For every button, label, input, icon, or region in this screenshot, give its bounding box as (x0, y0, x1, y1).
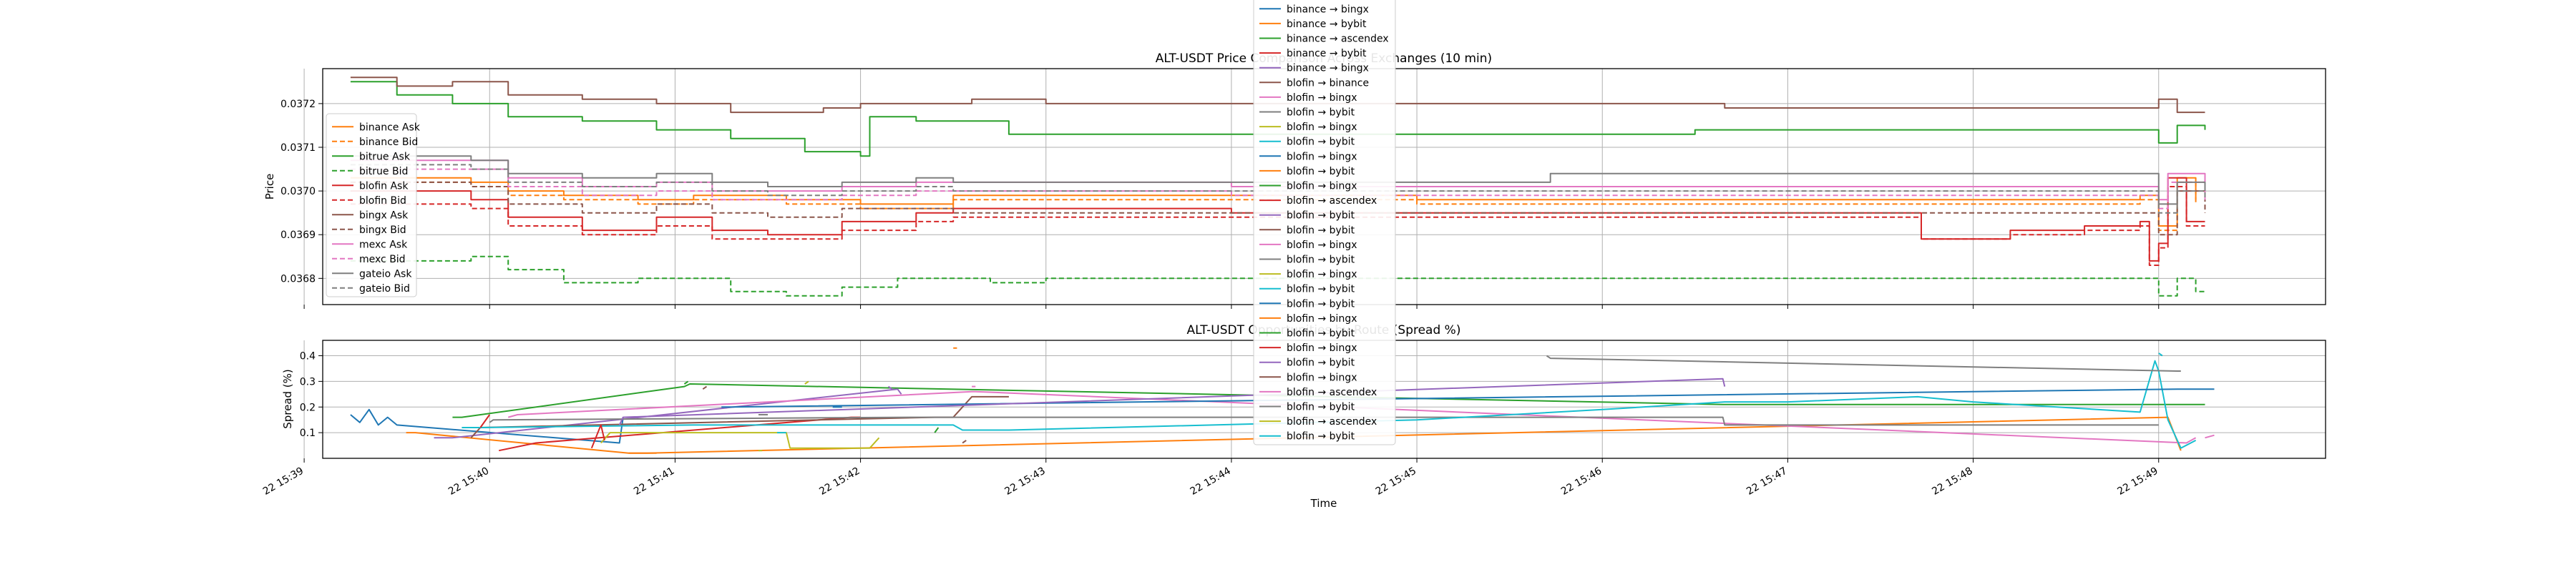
series-line-binance-bid (350, 181, 2197, 232)
series-line-bingx-ask (350, 77, 2205, 114)
series-line-blofin-bingx (962, 440, 967, 444)
y-tick-label: 0.0372 (280, 99, 316, 110)
legend-label-blofin-bybit: blofin → bybit (1287, 166, 1355, 177)
legend-label-bingx-ask: bingx Ask (359, 209, 409, 221)
legend-label-blofin-bingx: blofin → bingx (1287, 181, 1357, 192)
legend-label-blofin-bingx: blofin → bingx (1287, 151, 1357, 162)
legend-label-blofin-bybit: blofin → bybit (1287, 137, 1355, 148)
series-line-blofin-bybit (1546, 355, 2181, 372)
legend-label-bingx-bid: bingx Bid (359, 225, 406, 236)
series-line-blofin-bingx (721, 388, 2215, 408)
legend-label-blofin-ascendex: blofin → ascendex (1287, 387, 1377, 398)
legend-label-blofin-bingx: blofin → bingx (1287, 92, 1357, 104)
legend-label-gateio-ask: gateio Ask (359, 268, 412, 280)
legend-label-blofin-ascendex: blofin → ascendex (1287, 416, 1377, 428)
spread-chart-y-ticks: 0.1 0.2 0.3 0.4 (300, 351, 323, 439)
legend-label-binance-bybit: binance → bybit (1287, 48, 1367, 59)
y-tick-label: 0.1 (300, 428, 316, 439)
series-line-blofin-bybit (618, 378, 1726, 425)
legend-label-blofin-bybit: blofin → bybit (1287, 298, 1355, 310)
series-line-mexc-bid (350, 168, 2206, 209)
legend-label-blofin-bybit: blofin → bybit (1287, 225, 1355, 236)
series-line-blofin-bingx (804, 380, 809, 385)
legend-label-blofin-bybit: blofin → bybit (1287, 402, 1355, 413)
legend-label-blofin-bingx: blofin → bingx (1287, 269, 1357, 280)
y-tick-label: 0.4 (300, 351, 316, 363)
price-chart-series (350, 77, 2206, 297)
y-tick-label: 0.3 (300, 376, 316, 388)
legend-label-binance-bid: binance Bid (359, 137, 418, 148)
series-line-bitrue-bid (350, 255, 2205, 297)
legend-label-blofin-ask: blofin Ask (359, 180, 409, 192)
legend-label-blofin-binance: blofin → binance (1287, 77, 1369, 89)
legend-label-blofin-bybit: blofin → bybit (1287, 431, 1355, 443)
legend-label-blofin-bybit: blofin → bybit (1287, 284, 1355, 295)
spread-chart-legend: binance → bingx binance → bybit binance → … (1253, 0, 1396, 445)
series-line-blofin-ascendex (590, 424, 605, 449)
series-line-binance-ascendex (452, 383, 2205, 418)
spread-legend-box (1253, 0, 1396, 445)
legend-label-binance-bingx: binance → bingx (1287, 63, 1369, 74)
legend-label-blofin-bingx: blofin → bingx (1287, 313, 1357, 325)
legend-label-gateio-bid: gateio Bid (359, 283, 410, 295)
series-line-blofin-bingx (507, 390, 2197, 444)
legend-label-blofin-bybit: blofin → bybit (1287, 328, 1355, 340)
legend-label-blofin-bid: blofin Bid (359, 195, 406, 207)
legend-label-blofin-bingx: blofin → bingx (1287, 240, 1357, 251)
legend-label-binance-ask: binance Ask (359, 122, 421, 133)
series-line-blofin-ascendex (2205, 434, 2215, 439)
series-line-blofin-bybit (462, 360, 2197, 449)
series-line-blofin-bybit (887, 385, 893, 390)
legend-label-blofin-bybit: blofin → bybit (1287, 210, 1355, 222)
series-line-gateio-ask (350, 155, 2206, 205)
legend-label-blofin-bingx: blofin → bingx (1287, 122, 1357, 133)
series-line-blofin-bingx (600, 432, 880, 449)
series-line-blofin-bingx (479, 414, 491, 428)
legend-label-bitrue-ask: bitrue Ask (359, 151, 411, 162)
series-line-bitrue-ask (350, 81, 2206, 157)
legend-label-mexc-ask: mexc Ask (359, 239, 408, 250)
price-chart-y-label: Price (263, 174, 276, 200)
series-line-blofin-bybit (934, 427, 940, 433)
legend-label-binance-ascendex: binance → ascendex (1287, 34, 1389, 45)
legend-label-blofin-bingx: blofin → bingx (1287, 342, 1357, 354)
legend-label-mexc-bid: mexc Bid (359, 254, 406, 265)
series-line-blofin-bingx (683, 380, 689, 385)
spread-chart-x-label: Time (1310, 497, 1337, 510)
legend-label-binance-bingx: binance → bingx (1287, 4, 1369, 15)
price-chart-legend: binance Ask binance Bid bitrue Ask bitrue B… (326, 113, 421, 297)
series-line-blofin-bid (350, 186, 2205, 266)
y-tick-label: 0.0368 (280, 273, 316, 285)
legend-label-blofin-bingx: blofin → bingx (1287, 372, 1357, 383)
legend-label-blofin-ascendex: blofin → ascendex (1287, 195, 1377, 207)
legend-label-bitrue-bid: bitrue Bid (359, 166, 408, 177)
series-line-binance-bingx (434, 388, 902, 439)
series-line-blofin-bybit (702, 385, 708, 390)
series-line-binance-bingx (350, 408, 624, 444)
spread-chart-y-label: Spread (%) (281, 369, 294, 429)
legend-label-blofin-bybit: blofin → bybit (1287, 107, 1355, 119)
legend-label-blofin-bybit: blofin → bybit (1287, 358, 1355, 369)
y-tick-label: 0.0369 (280, 230, 316, 241)
legend-label-blofin-bybit: blofin → bybit (1287, 255, 1355, 266)
price-chart-y-ticks: 0.0368 0.0369 0.0370 0.0371 0.0372 (280, 99, 323, 285)
price-legend-box (326, 113, 417, 297)
legend-label-binance-bybit: binance → bybit (1287, 19, 1367, 30)
y-tick-label: 0.0370 (280, 186, 316, 197)
price-chart-x-ticks (303, 305, 2160, 309)
y-tick-label: 0.2 (300, 402, 316, 413)
y-tick-label: 0.0371 (280, 142, 316, 154)
series-line-blofin-bybit (2158, 352, 2163, 357)
